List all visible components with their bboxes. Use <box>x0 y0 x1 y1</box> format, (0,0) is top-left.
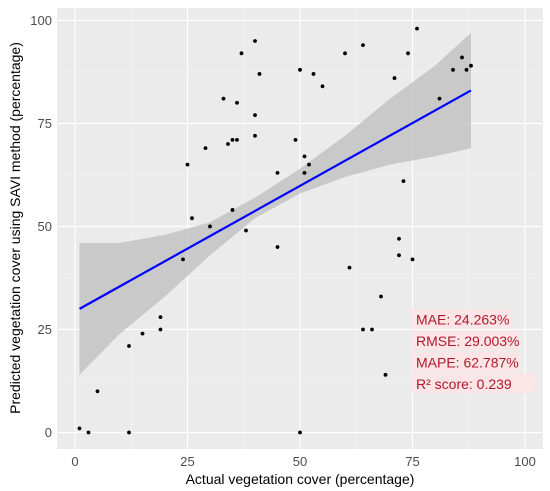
y-tick-label: 50 <box>38 219 52 234</box>
metric-bg <box>412 373 534 394</box>
data-point <box>95 389 100 394</box>
x-tick-label: 75 <box>405 454 419 469</box>
x-tick-label: 25 <box>180 454 194 469</box>
data-point <box>401 179 406 184</box>
data-point <box>253 113 257 118</box>
data-point <box>158 315 163 320</box>
data-point <box>464 67 469 72</box>
data-point <box>230 137 235 142</box>
data-point <box>185 162 190 167</box>
metric-label: MAPE: 62.787% <box>416 355 519 371</box>
data-point <box>140 331 145 336</box>
data-point <box>302 170 307 175</box>
data-point <box>460 55 464 60</box>
metric-bg <box>412 330 519 351</box>
data-point <box>298 67 302 72</box>
y-tick-label: 75 <box>38 116 52 131</box>
data-point <box>437 96 442 101</box>
data-point <box>320 84 325 89</box>
x-tick-labels: 0 25 50 75 100 <box>71 454 535 469</box>
data-point <box>275 170 280 175</box>
y-tick-label: 25 <box>38 322 52 337</box>
data-point <box>397 253 401 258</box>
y-tick-labels: 0 25 50 75 100 <box>30 13 52 440</box>
x-tick-label: 0 <box>71 454 78 469</box>
data-point <box>298 430 302 435</box>
data-point <box>86 430 91 435</box>
data-point <box>410 257 415 262</box>
data-points-layer <box>77 26 473 435</box>
y-tick-label: 100 <box>30 13 52 28</box>
data-point <box>181 257 185 262</box>
confidence-band-layer <box>79 32 471 375</box>
data-point <box>361 327 365 332</box>
data-point <box>392 76 397 80</box>
data-point <box>469 63 473 68</box>
data-point <box>235 100 239 105</box>
data-point <box>235 137 239 142</box>
data-point <box>406 51 410 56</box>
data-point <box>379 294 383 299</box>
data-point <box>307 162 311 167</box>
data-point <box>226 142 230 146</box>
data-point <box>190 216 194 221</box>
metrics-box: MAE: 24.263% RMSE: 29.003% MAPE: 62.787% R²… <box>412 309 534 394</box>
data-point <box>302 154 307 159</box>
data-point <box>239 51 244 56</box>
data-point <box>361 43 365 47</box>
data-point <box>203 146 208 151</box>
metric-label: R² score: 0.239 <box>416 376 512 392</box>
data-point <box>275 245 280 249</box>
data-point <box>370 327 374 332</box>
data-point <box>253 39 257 43</box>
data-point <box>127 344 131 348</box>
y-tick-label: 0 <box>45 425 52 440</box>
data-point <box>221 96 226 101</box>
y-axis-title: Predicted vegetation cover using SAVI me… <box>7 42 23 414</box>
data-point <box>293 137 298 142</box>
x-tick-label: 100 <box>514 454 536 469</box>
metric-bg <box>412 352 519 372</box>
regression-line <box>78 89 472 310</box>
metric-label: RMSE: 29.003% <box>416 333 520 349</box>
x-axis-title: Actual vegetation cover (percentage) <box>186 471 415 487</box>
data-point <box>77 426 82 431</box>
data-point <box>397 236 401 241</box>
data-point <box>347 265 352 270</box>
data-point <box>415 26 419 31</box>
data-point <box>343 51 347 56</box>
x-tick-label: 50 <box>293 454 307 469</box>
metric-label: MAE: 24.263% <box>416 312 509 328</box>
data-point <box>253 133 257 138</box>
data-point <box>311 72 316 76</box>
data-point <box>383 372 388 377</box>
confidence-band <box>79 32 471 375</box>
data-point <box>451 67 455 72</box>
data-point <box>158 327 163 332</box>
data-point <box>244 228 248 233</box>
data-point <box>230 208 235 212</box>
fit-line-layer <box>78 89 472 310</box>
metric-bg <box>412 309 512 329</box>
data-point <box>208 224 212 229</box>
data-point <box>127 430 131 435</box>
data-point <box>257 72 262 76</box>
